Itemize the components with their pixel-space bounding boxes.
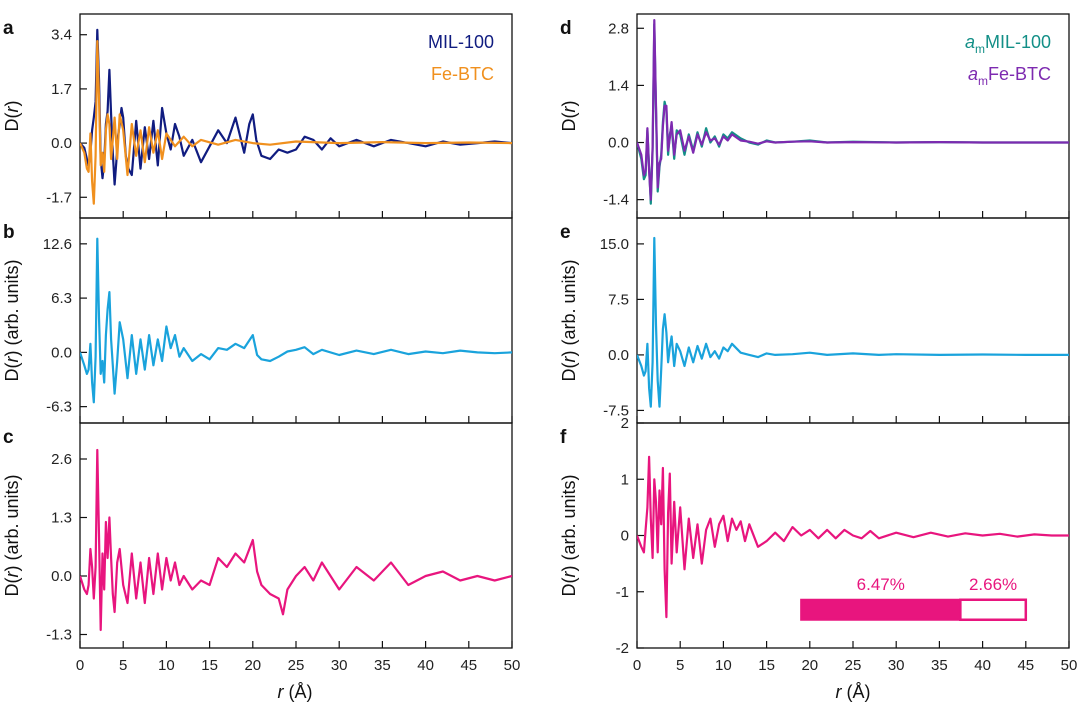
y-tick-label-d: 2.8 [608, 20, 629, 37]
y-tick-label-f: 1 [621, 471, 629, 488]
y-tick-label-b: 6.3 [51, 290, 72, 307]
series-line-a-2 [80, 39, 512, 205]
y-tick-label-a: 3.4 [51, 27, 72, 44]
x-tick-label-f: 40 [974, 657, 991, 674]
series-line-b-1 [80, 237, 512, 404]
panel-d: d 2.8 1.4 0.0 -1.4 D(r) amMIL-100 amFe-BTC [559, 13, 1070, 219]
y-axis-title-f: D(r) (arb. units) [559, 474, 579, 596]
x-tick-label-c: 45 [460, 657, 477, 674]
x-tick-label-c: 10 [158, 657, 175, 674]
panel-c-frame [79, 422, 513, 649]
y-tick-label-d: 1.4 [608, 77, 629, 94]
y-tick-label-e: 0.0 [608, 347, 629, 364]
x-tick-label-c: 25 [288, 657, 305, 674]
y-tick-label-c: -1.3 [46, 627, 72, 644]
y-axis-title-c: D(r) (arb. units) [2, 474, 22, 596]
y-tick-label-a: -1.7 [46, 189, 72, 206]
x-tick-label-c: 15 [201, 657, 218, 674]
panel-a: a 3.4 1.7 0.0 -1.7 D(r) MIL-100 Fe-BTC [2, 13, 513, 219]
y-axis-title-a: D(r) [2, 101, 22, 132]
panel-letter-b: b [3, 222, 15, 243]
y-tick-label-f: -1 [616, 584, 629, 601]
y-tick-label-e: 15.0 [600, 236, 629, 253]
x-tick-label-c: 40 [417, 657, 434, 674]
y-tick-label-c: 2.6 [51, 451, 72, 468]
legend-entry-a-2: Fe-BTC [431, 64, 494, 84]
panel-f: f 2 1 0 -1 -2 D(r) (arb. units) 6.47% 2.66% [559, 415, 1070, 657]
y-tick-label-d: 0.0 [608, 135, 629, 152]
x-tick-label-c: 20 [244, 657, 261, 674]
y-tick-label-d: -1.4 [603, 192, 629, 209]
y-tick-label-a: 1.7 [51, 81, 72, 98]
series-line-d-2 [637, 19, 1069, 201]
panel-letter-a: a [3, 18, 14, 39]
y-tick-label-c: 0.0 [51, 568, 72, 585]
x-tick-label-f: 15 [758, 657, 775, 674]
series-line-f-1 [637, 455, 1069, 619]
x-tick-label-f: 0 [633, 657, 641, 674]
y-tick-label-a: 0.0 [51, 135, 72, 152]
y-tick-label-f: 2 [621, 415, 629, 432]
panel-letter-d: d [560, 18, 572, 39]
y-tick-label-f: 0 [621, 528, 629, 545]
legend-entry-a-1: MIL-100 [428, 32, 494, 52]
y-tick-label-b: 0.0 [51, 344, 72, 361]
y-tick-label-b: -6.3 [46, 399, 72, 416]
y-axis-title-e: D(r) (arb. units) [559, 259, 579, 381]
legend-entry-d-1: amMIL-100 [965, 32, 1051, 56]
panel-letter-e: e [560, 222, 571, 243]
x-tick-label-f: 10 [715, 657, 732, 674]
percent-bar-segment-2 [959, 598, 1028, 621]
panel-letter-c: c [3, 427, 14, 448]
y-tick-label-e: -7.5 [603, 402, 629, 419]
x-tick-label-f: 50 [1061, 657, 1078, 674]
y-tick-label-b: 12.6 [43, 236, 72, 253]
x-axis-title-left: r (Å) [278, 682, 313, 702]
y-axis-title-b: D(r) (arb. units) [2, 259, 22, 381]
x-tick-label-f: 35 [931, 657, 948, 674]
legend-entry-d-2: amFe-BTC [968, 64, 1051, 88]
percent-bar-segment-1 [800, 598, 962, 621]
x-tick-label-c: 30 [331, 657, 348, 674]
percent-label-2: 2.66% [969, 575, 1017, 594]
x-tick-label-c: 5 [119, 657, 127, 674]
panels-layer: a 3.41.70.0-1.7D(r)MIL-100Fe-BTCb12.66.30… [2, 13, 1070, 657]
panel-letter-f: f [560, 427, 567, 448]
x-tick-label-f: 5 [676, 657, 684, 674]
x-axes-layer: 0 5 10 15 20 25 30 35 40 45 50 0 5 10 15 20 25 30 35 40 45 50 [76, 657, 1078, 674]
y-axis-title-d: D(r) [559, 101, 579, 132]
x-tick-label-f: 20 [801, 657, 818, 674]
y-tick-label-f: -2 [616, 640, 629, 657]
panel-b: b 12.6 6.3 0.0 -6.3 D(r) (arb. units) [2, 217, 513, 424]
panel-b-frame [79, 217, 513, 424]
x-axis-title-right: r (Å) [836, 682, 871, 702]
panel-c: c 2.6 1.3 0.0 -1.3 D(r) (arb. units) [2, 422, 513, 649]
x-tick-label-f: 30 [888, 657, 905, 674]
series-line-e-1 [637, 236, 1069, 408]
series-line-c-1 [80, 448, 512, 632]
y-tick-label-c: 1.3 [51, 510, 72, 527]
x-tick-label-c: 35 [374, 657, 391, 674]
percent-label-1: 6.47% [857, 575, 905, 594]
x-tick-label-f: 25 [845, 657, 862, 674]
panel-e: e 15.0 7.5 0.0 -7.5 D(r) (arb. units) [559, 217, 1070, 424]
panel-e-frame [636, 217, 1070, 424]
x-tick-label-f: 45 [1017, 657, 1034, 674]
x-tick-label-c: 50 [504, 657, 521, 674]
x-tick-label-c: 0 [76, 657, 84, 674]
y-tick-label-e: 7.5 [608, 291, 629, 308]
